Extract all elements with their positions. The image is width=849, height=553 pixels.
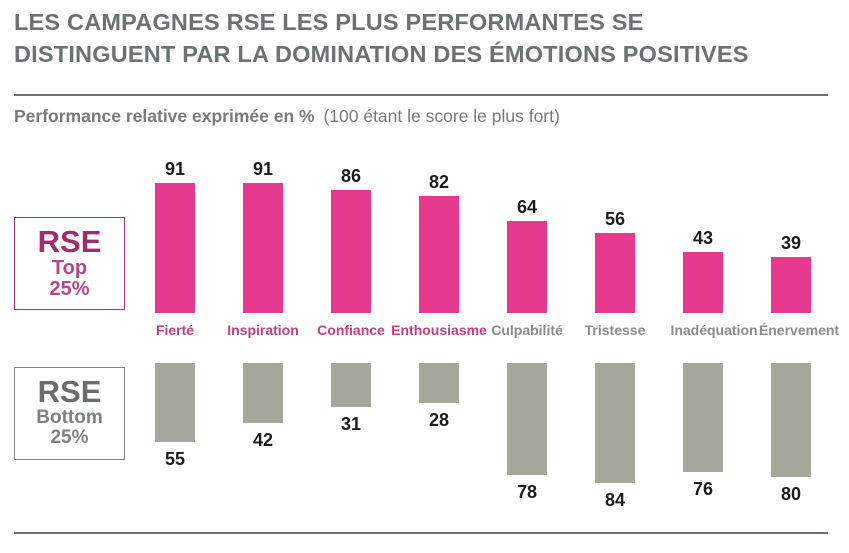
category-label: Fierté	[155, 322, 195, 338]
chart-subtitle-note: (100 étant le score le plus fort)	[323, 106, 560, 126]
category-label: Inadéquation	[670, 322, 758, 338]
legend-rse-bottom-line3: 25%	[50, 427, 89, 448]
top-bar-value: 91	[164, 159, 186, 179]
bottom-bar-value: 55	[164, 449, 186, 469]
bottom-bar	[683, 363, 723, 472]
bottom-bar	[419, 363, 459, 403]
bottom-bar	[155, 363, 195, 442]
page-title-line1: LES CAMPAGNES RSE LES PLUS PERFORMANTES …	[14, 9, 644, 35]
top-bar-value: 82	[428, 172, 450, 192]
legend-rse-top-line2: Top	[51, 257, 88, 279]
legend-rse-top-25: RSE Top 25%	[14, 217, 125, 310]
header-divider	[14, 94, 828, 96]
legend-rse-top-line3: 25%	[49, 278, 90, 300]
chart-subtitle: Performance relative exprimée en % (100 …	[14, 106, 814, 127]
bottom-bar-value: 84	[604, 490, 626, 510]
legend-rse-top-title: RSE	[37, 224, 102, 259]
top-bar	[595, 233, 635, 313]
category-label: Enthousiasme	[391, 322, 487, 338]
bottom-bar-value: 42	[252, 430, 274, 450]
top-bar	[507, 221, 547, 313]
bottom-bar	[507, 363, 547, 475]
legend-rse-bottom-25: RSE Bottom 25%	[14, 367, 125, 460]
bottom-bar	[331, 363, 371, 407]
top-bar-value: 43	[692, 228, 714, 248]
bottom-bar-value: 28	[428, 410, 450, 430]
page-title-line2: DISTINGUENT PAR LA DOMINATION DES ÉMOTIO…	[14, 41, 749, 67]
chart-subtitle-main: Performance relative exprimée en %	[14, 106, 315, 126]
top-bar	[419, 196, 459, 313]
top-bar	[331, 190, 371, 313]
top-bar-value: 39	[780, 233, 802, 253]
legend-rse-bottom-title: RSE	[37, 374, 102, 409]
bottom-bar-value: 78	[516, 482, 538, 502]
top-bar	[771, 257, 811, 313]
top-bar	[683, 252, 723, 313]
top-bar	[155, 183, 195, 313]
category-label: Énervement	[758, 322, 840, 338]
top-bar-value: 91	[252, 159, 274, 179]
bottom-bar	[771, 363, 811, 477]
bottom-bar-value: 31	[340, 414, 362, 434]
bottom-bar-value: 80	[780, 484, 802, 504]
page-title: LES CAMPAGNES RSE LES PLUS PERFORMANTES …	[14, 6, 836, 70]
top-bar	[243, 183, 283, 313]
top-bar-value: 64	[516, 197, 538, 217]
category-label: Confiance	[317, 322, 385, 338]
bottom-bar-value: 76	[692, 479, 714, 499]
category-label: Inspiration	[227, 322, 299, 338]
top-bar-value: 56	[604, 209, 626, 229]
top-bar-value: 86	[340, 166, 362, 186]
bottom-bar	[243, 363, 283, 423]
category-label: Culpabilité	[491, 322, 563, 338]
bottom-bar	[595, 363, 635, 483]
category-label: Tristesse	[584, 322, 646, 338]
legend-rse-bottom-line2: Bottom	[36, 407, 103, 428]
footer-divider	[14, 532, 828, 534]
